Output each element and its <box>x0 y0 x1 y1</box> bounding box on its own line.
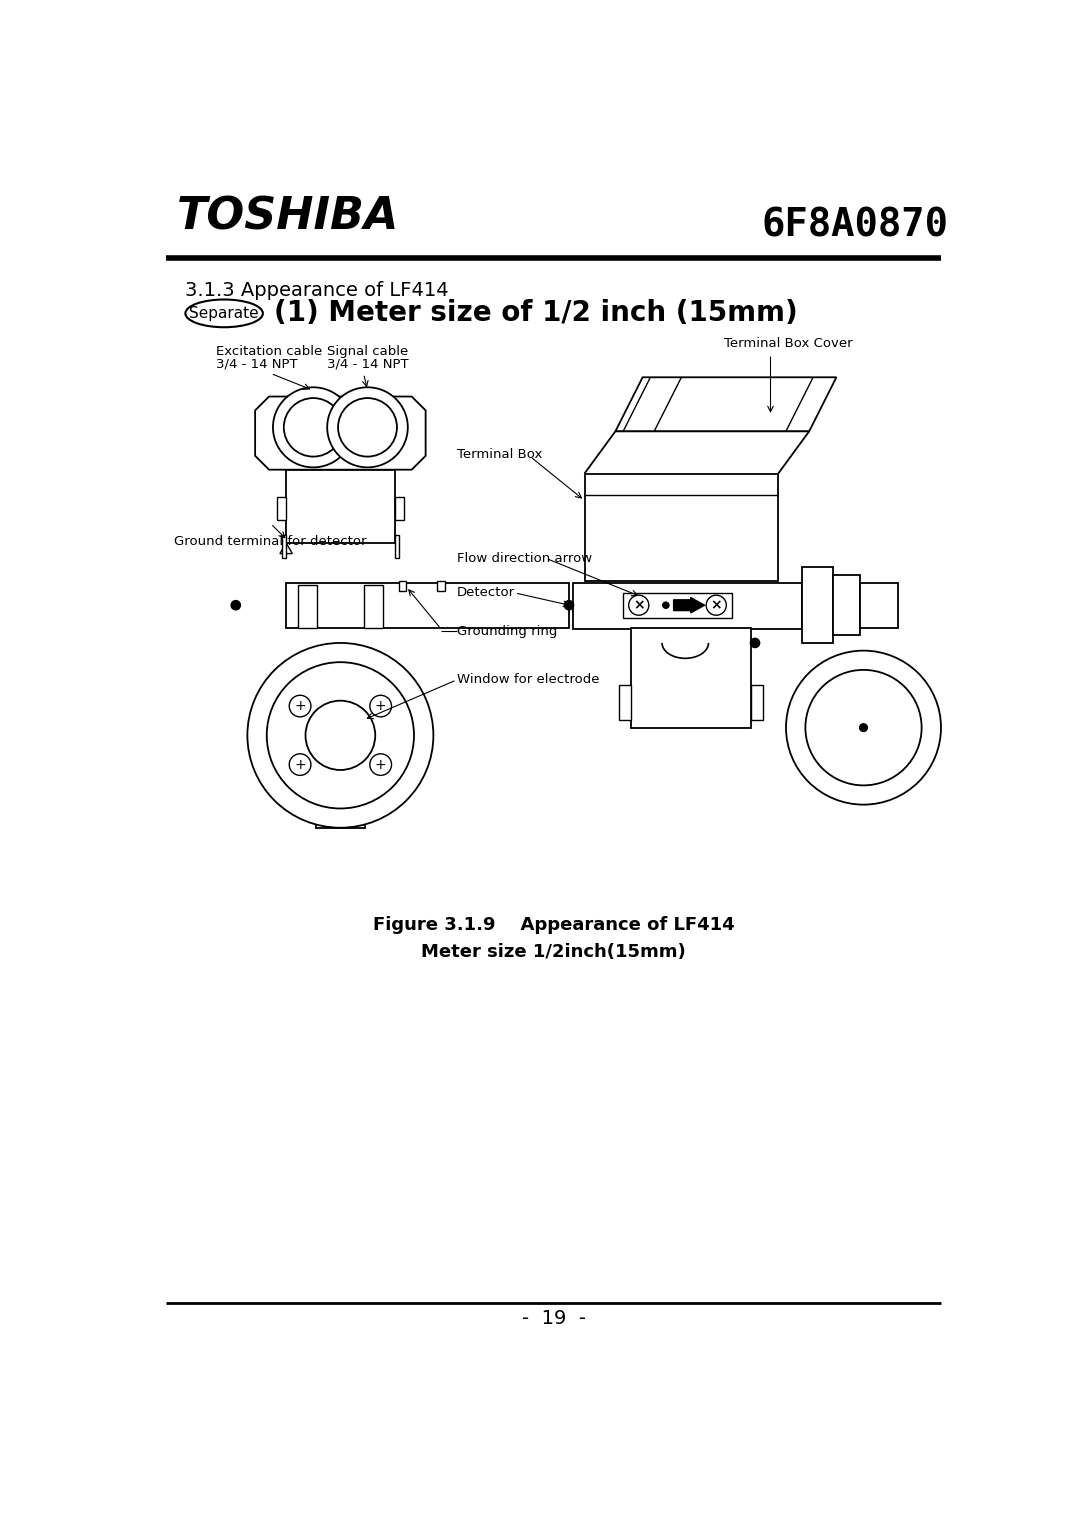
Text: 3.1.3 Appearance of LF414: 3.1.3 Appearance of LF414 <box>186 281 449 299</box>
Circle shape <box>306 701 375 770</box>
Text: Ground terminal for detector: Ground terminal for detector <box>174 534 366 548</box>
Bar <box>315 736 365 828</box>
Text: 6F8A0870: 6F8A0870 <box>761 206 948 244</box>
Text: Terminal Box Cover: Terminal Box Cover <box>724 337 852 350</box>
Text: ×: × <box>711 599 723 612</box>
Circle shape <box>247 643 433 828</box>
Bar <box>286 470 394 542</box>
Bar <box>276 496 286 519</box>
Bar <box>619 686 631 719</box>
Bar <box>437 582 445 591</box>
Text: +: + <box>294 757 306 771</box>
Text: +: + <box>375 757 387 771</box>
Text: -  19  -: - 19 - <box>522 1309 585 1328</box>
Text: ×: × <box>633 599 645 612</box>
Bar <box>282 534 286 559</box>
Circle shape <box>663 602 669 608</box>
Bar <box>584 473 779 582</box>
Bar <box>394 496 404 519</box>
Text: 3/4 - 14 NPT: 3/4 - 14 NPT <box>327 357 409 371</box>
Bar <box>623 592 732 617</box>
Bar <box>631 628 751 728</box>
Bar <box>801 568 833 643</box>
Circle shape <box>806 670 921 785</box>
Text: Separate: Separate <box>189 305 259 321</box>
Bar <box>298 585 318 628</box>
Bar <box>399 582 406 591</box>
Bar <box>572 583 801 629</box>
Bar <box>833 576 860 635</box>
Text: Grounding ring: Grounding ring <box>457 625 557 638</box>
Polygon shape <box>616 377 836 431</box>
Bar <box>364 585 383 628</box>
Text: TOSHIBA: TOSHIBA <box>177 195 400 238</box>
Text: 3/4 - 14 NPT: 3/4 - 14 NPT <box>216 357 298 371</box>
Text: Signal cable: Signal cable <box>327 345 408 357</box>
Text: Figure 3.1.9    Appearance of LF414: Figure 3.1.9 Appearance of LF414 <box>373 916 734 935</box>
Circle shape <box>289 754 311 776</box>
Circle shape <box>565 600 573 609</box>
Circle shape <box>369 754 392 776</box>
Text: Window for electrode: Window for electrode <box>457 673 599 687</box>
Circle shape <box>284 399 342 457</box>
Circle shape <box>267 663 414 808</box>
Circle shape <box>231 600 241 609</box>
FancyArrow shape <box>674 597 704 612</box>
Circle shape <box>786 651 941 805</box>
Circle shape <box>706 596 727 615</box>
Text: Excitation cable: Excitation cable <box>216 345 323 357</box>
Bar <box>751 686 762 719</box>
Text: Flow direction arrow: Flow direction arrow <box>457 551 592 565</box>
Text: Detector: Detector <box>457 586 515 600</box>
Text: (1) Meter size of 1/2 inch (15mm): (1) Meter size of 1/2 inch (15mm) <box>274 299 798 327</box>
Bar <box>286 583 569 628</box>
Text: Terminal Box: Terminal Box <box>457 447 542 461</box>
Text: +: + <box>294 699 306 713</box>
Circle shape <box>327 388 408 467</box>
Bar <box>860 583 899 628</box>
Circle shape <box>629 596 649 615</box>
Text: Meter size 1/2inch(15mm): Meter size 1/2inch(15mm) <box>421 944 686 960</box>
Circle shape <box>273 388 353 467</box>
Text: +: + <box>375 699 387 713</box>
Bar <box>394 534 399 559</box>
Circle shape <box>751 638 759 647</box>
Circle shape <box>338 399 397 457</box>
Circle shape <box>860 724 867 731</box>
Polygon shape <box>255 397 426 470</box>
Circle shape <box>369 695 392 716</box>
Circle shape <box>289 695 311 716</box>
Polygon shape <box>280 542 293 554</box>
